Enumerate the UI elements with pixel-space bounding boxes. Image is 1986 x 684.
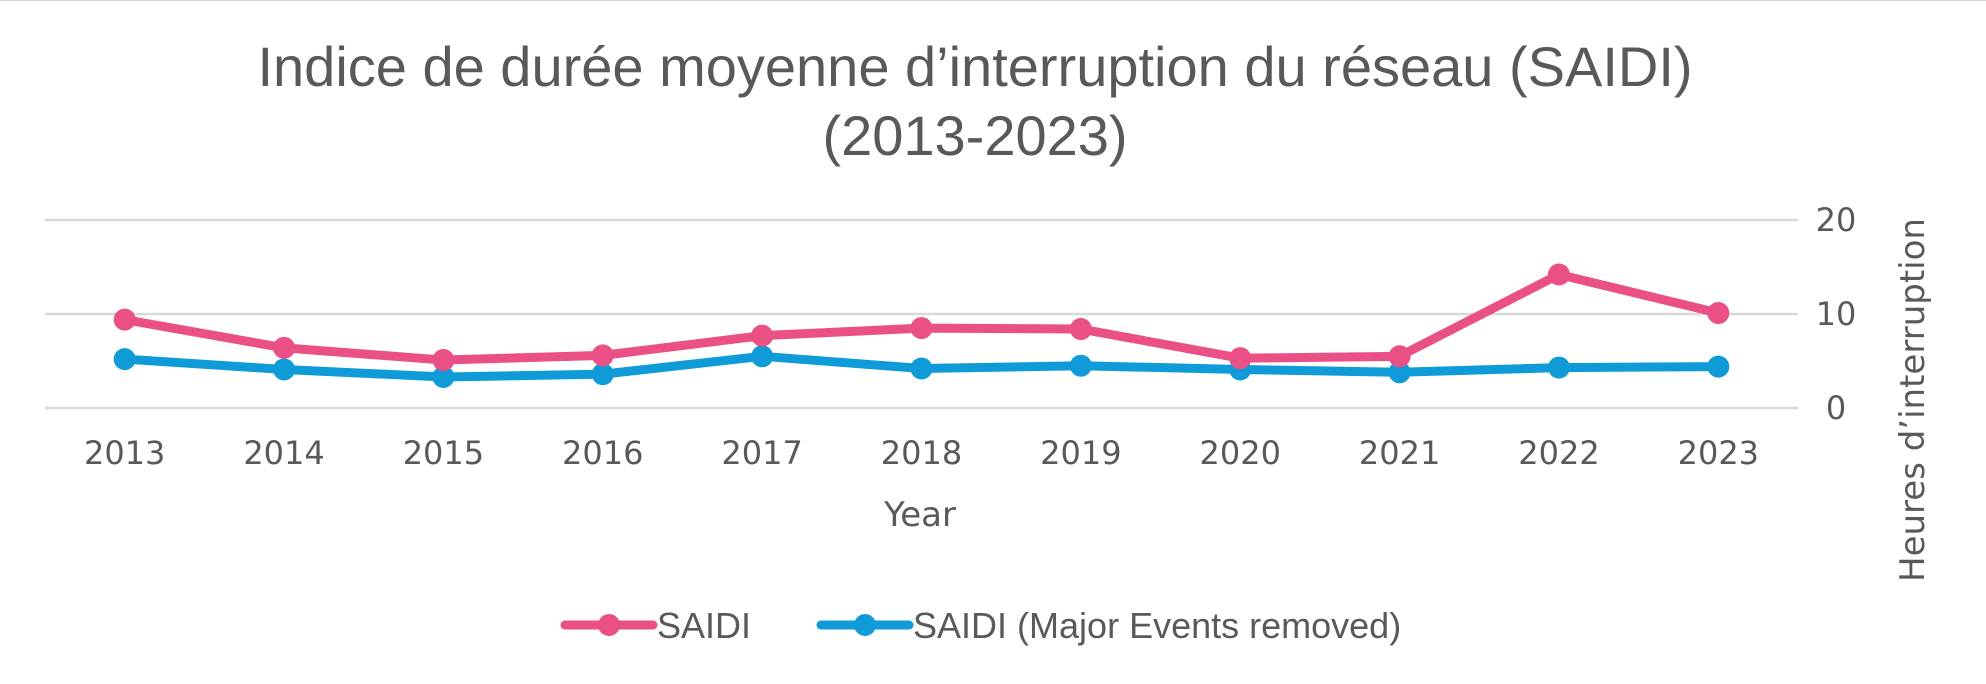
series-0-point-2023 bbox=[1707, 302, 1730, 325]
x-tick-label-2014: 2014 bbox=[243, 434, 324, 472]
series-1-point-2016 bbox=[591, 363, 614, 386]
gridlines bbox=[45, 218, 1798, 410]
series-0-point-2021 bbox=[1388, 345, 1411, 368]
legend-swatch-marker-1 bbox=[854, 614, 877, 636]
x-axis-title: Year bbox=[883, 495, 956, 535]
legend-label-1: SAIDI (Major Events removed) bbox=[913, 605, 1401, 646]
x-tick-label-2018: 2018 bbox=[881, 434, 962, 472]
chart-title-line-2: (2013-2023) bbox=[822, 104, 1127, 167]
series-lines bbox=[113, 263, 1730, 388]
series-0-point-2016 bbox=[591, 344, 614, 367]
series-1 bbox=[113, 345, 1730, 388]
legend-swatch-marker-0 bbox=[598, 614, 620, 636]
x-tick-label-2019: 2019 bbox=[1040, 434, 1121, 472]
x-tick-label-2013: 2013 bbox=[84, 434, 165, 472]
series-0-point-2014 bbox=[273, 336, 296, 359]
series-0-point-2013 bbox=[113, 308, 136, 331]
y-tick-label-20: 20 bbox=[1816, 201, 1857, 239]
series-0-point-2019 bbox=[1069, 318, 1092, 341]
series-0-point-2020 bbox=[1229, 347, 1252, 370]
series-1-point-2017 bbox=[751, 345, 774, 368]
series-0 bbox=[113, 263, 1730, 372]
series-1-point-2023 bbox=[1707, 355, 1730, 378]
series-1-point-2021 bbox=[1388, 361, 1411, 384]
x-tick-label-2020: 2020 bbox=[1200, 434, 1281, 472]
x-tick-label-2022: 2022 bbox=[1518, 434, 1599, 472]
series-0-point-2017 bbox=[751, 324, 774, 347]
series-1-point-2015 bbox=[432, 365, 455, 388]
series-1-point-2014 bbox=[273, 358, 296, 381]
x-tick-label-2021: 2021 bbox=[1359, 434, 1440, 472]
x-tick-label-2016: 2016 bbox=[562, 434, 643, 472]
x-tick-label-2017: 2017 bbox=[721, 434, 802, 472]
series-0-point-2018 bbox=[910, 317, 933, 340]
y-tick-label-0: 0 bbox=[1826, 389, 1846, 427]
y-tick-label-10: 10 bbox=[1816, 295, 1857, 333]
x-axis-ticks: 2013 2014 2015 2016 2017 2018 2019 2020 2021 2022… bbox=[84, 434, 1759, 472]
x-tick-label-2023: 2023 bbox=[1678, 434, 1759, 472]
series-1-point-2018 bbox=[910, 357, 933, 380]
chart-title-line-1: Indice de durée moyenne d’interruption d… bbox=[257, 35, 1692, 98]
x-tick-label-2015: 2015 bbox=[403, 434, 484, 472]
legend: SAIDI SAIDI (Major Events removed) bbox=[560, 605, 1401, 646]
y-axis-title: Heures d’interruption bbox=[1893, 218, 1933, 582]
series-1-point-2022 bbox=[1547, 356, 1570, 379]
series-1-point-2019 bbox=[1069, 354, 1092, 377]
y-axis-ticks: 0 10 20 bbox=[1816, 201, 1857, 427]
top-border-line bbox=[0, 0, 1986, 1]
series-0-point-2015 bbox=[432, 349, 455, 372]
series-1-point-2013 bbox=[113, 348, 136, 371]
series-0-point-2022 bbox=[1547, 263, 1570, 286]
legend-label-0: SAIDI bbox=[657, 605, 751, 646]
